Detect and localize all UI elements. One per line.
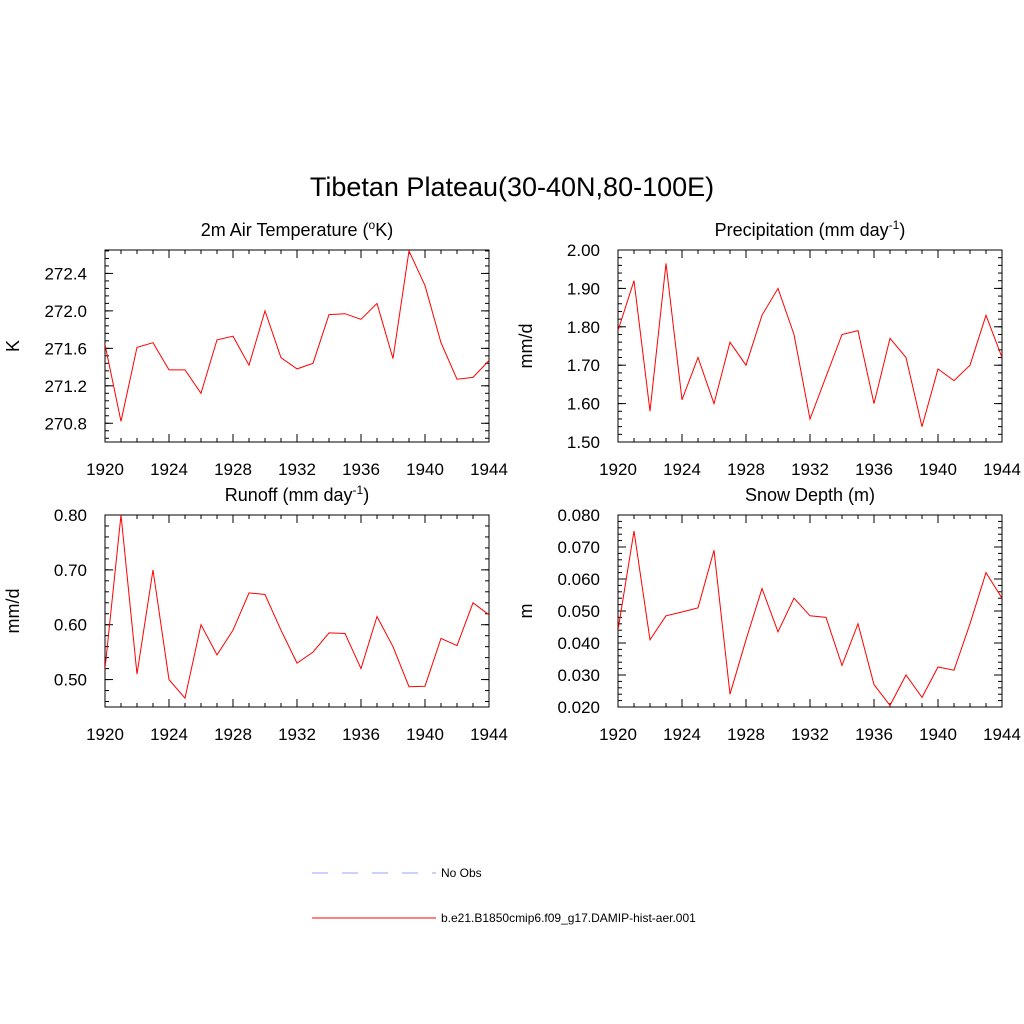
y-tick-label: 0.070 [557,538,600,557]
chart-snow-depth: Snow Depth (m) 1920 1924 1928 1932 1936 1940 19… [516,485,1021,744]
x-tick-label: 1928 [727,460,765,479]
series-line [105,515,489,700]
chart-title-text-end: ) [363,485,369,505]
y-tick-label: 0.030 [557,666,600,685]
x-tick-label: 1932 [278,725,316,744]
chart-title: Runoff (mm day-1) [225,483,369,505]
x-tick-label: 1944 [470,725,508,744]
x-tick-label: 1940 [919,460,957,479]
chart-title-superscript: -1 [353,483,364,497]
x-tick-label: 1924 [663,725,701,744]
y-tick-label: 0.060 [557,570,600,589]
y-tick-label: 272.4 [44,264,87,283]
x-tick-label: 1932 [791,460,829,479]
x-tick-label: 1936 [855,460,893,479]
x-tick-label: 1928 [214,725,252,744]
y-axis-label: K [3,340,23,352]
x-tick-label: 1924 [663,460,701,479]
series-line [618,263,1002,427]
chart-title-superscript: -1 [889,218,900,232]
x-tick-label: 1944 [983,460,1021,479]
chart-title: Precipitation (mm day-1) [715,218,906,240]
chart-title-text-end: ) [899,220,905,240]
x-tick-label: 1936 [342,460,380,479]
y-tick-label: 0.50 [54,671,87,690]
x-tick-label: 1932 [278,460,316,479]
legend: No Obs b.e21.B1850cmip6.f09_g17.DAMIP-his… [312,866,696,925]
x-tick-label: 1924 [150,460,188,479]
x-tick-label: 1928 [214,460,252,479]
y-tick-label: 1.90 [567,279,600,298]
y-tick-label: 270.8 [44,414,87,433]
plot-frame [104,514,490,708]
y-tick-label: 0.60 [54,616,87,635]
y-tick-label: 0.080 [557,506,600,525]
y-tick-label: 0.020 [557,698,600,717]
y-tick-label: 0.80 [54,506,87,525]
chart-precipitation: Precipitation (mm day-1) 1920 1924 1928 1932… [516,218,1021,479]
x-tick-label: 1920 [599,460,637,479]
chart-title: Snow Depth (m) [745,485,875,505]
x-tick-label: 1924 [150,725,188,744]
series-line [618,530,1002,707]
y-axis-label: m [516,604,536,619]
y-tick-label: 1.80 [567,318,600,337]
y-tick-label: 2.00 [567,241,600,260]
plot-frame [104,249,490,443]
x-tick-label: 1944 [983,725,1021,744]
y-tick-label: 0.70 [54,561,87,580]
x-tick-label: 1936 [342,725,380,744]
chart-title-text: Precipitation (mm day [715,220,889,240]
x-tick-label: 1936 [855,725,893,744]
x-tick-label: 1920 [86,725,124,744]
x-tick-label: 1940 [406,725,444,744]
y-tick-label: 0.040 [557,634,600,653]
y-tick-label: 1.60 [567,395,600,414]
chart-title-text-end: K) [375,220,393,240]
y-tick-label: 271.6 [44,339,87,358]
legend-label: No Obs [441,866,482,880]
chart-title: 2m Air Temperature (oK) [201,218,393,240]
plot-frame [617,514,1003,708]
y-axis-label: mm/d [516,324,536,369]
chart-temperature: 2m Air Temperature (oK) 1920 1924 1928 1932 1… [3,218,508,479]
y-axis-label: mm/d [3,589,23,634]
x-tick-label: 1920 [599,725,637,744]
chart-runoff: Runoff (mm day-1) 1920 1924 1928 1932 1936 194… [3,483,508,744]
x-tick-label: 1944 [470,460,508,479]
x-tick-label: 1940 [406,460,444,479]
y-tick-label: 0.050 [557,602,600,621]
y-tick-label: 1.50 [567,433,600,452]
panels-group: 2m Air Temperature (oK)1920 1924 1928 1932 1… [3,218,1021,744]
chart-title-text: Runoff (mm day [225,485,353,505]
chart-title-superscript: o [369,218,376,232]
x-tick-label: 1940 [919,725,957,744]
y-tick-label: 272.0 [44,302,87,321]
y-tick-label: 1.70 [567,356,600,375]
x-tick-label: 1932 [791,725,829,744]
series-line [105,250,489,422]
figure-title: Tibetan Plateau(30-40N,80-100E) [310,172,714,202]
chart-title-text: 2m Air Temperature ( [201,220,369,240]
y-tick-label: 271.2 [44,377,87,396]
x-tick-label: 1920 [86,460,124,479]
x-tick-label: 1928 [727,725,765,744]
chart-title-text: Snow Depth (m) [745,485,875,505]
legend-label: b.e21.B1850cmip6.f09_g17.DAMIP-hist-aer.… [441,911,696,925]
